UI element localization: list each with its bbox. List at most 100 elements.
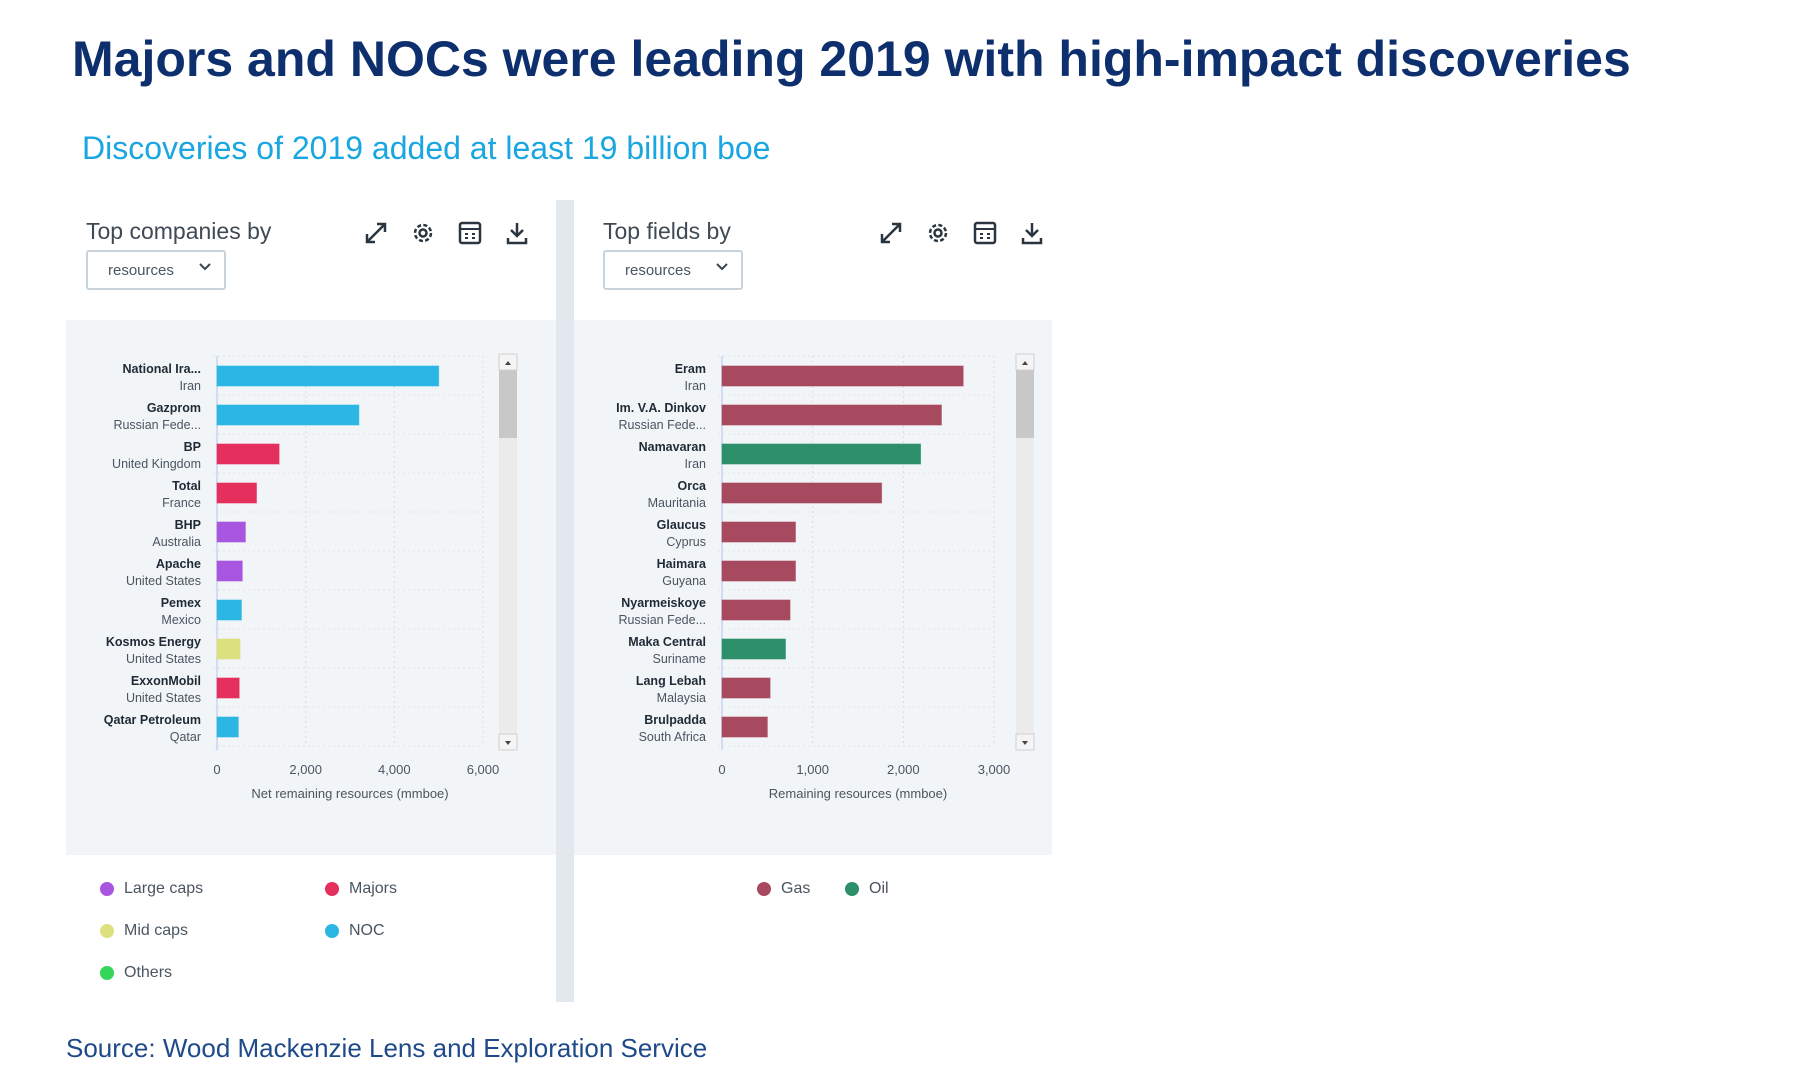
legend-label: Others	[124, 964, 173, 981]
category-sublabel: Qatar	[170, 730, 201, 744]
category-sublabel: Cyprus	[666, 535, 706, 549]
chevron-down-icon	[716, 263, 728, 271]
category-label: Glaucus	[657, 518, 706, 532]
legend-dot	[100, 966, 114, 980]
category-label: BP	[184, 440, 201, 454]
legend-label: Large caps	[124, 880, 204, 897]
dropdown-value: resources	[108, 262, 174, 279]
bar	[721, 560, 796, 582]
legend-item-noc[interactable]: NOC	[325, 922, 385, 940]
category-sublabel: Iran	[684, 457, 706, 471]
legend-dot	[100, 924, 114, 938]
legend-item-others[interactable]: Others	[100, 964, 172, 982]
fields-panel-title: Top fields by	[603, 218, 731, 244]
scroll-up-icon	[505, 361, 511, 365]
gear-icon[interactable]	[409, 219, 437, 247]
expand-icon[interactable]	[362, 219, 390, 247]
category-sublabel: Russian Fede...	[618, 418, 706, 432]
category-label: Total	[172, 479, 201, 493]
bar	[721, 365, 964, 387]
legend-label: Majors	[349, 880, 398, 897]
download-icon[interactable]	[503, 219, 531, 247]
legend-dot	[325, 924, 339, 938]
x-tick-label: 0	[718, 762, 725, 777]
bar	[721, 599, 791, 621]
x-tick-label: 1,000	[796, 762, 829, 777]
legend-dot	[757, 882, 771, 896]
table-icon[interactable]	[971, 219, 999, 247]
x-axis-title: Remaining resources (mmboe)	[769, 786, 947, 801]
source-note: Source: Wood Mackenzie Lens and Explorat…	[66, 1033, 708, 1063]
bar	[216, 404, 360, 426]
chevron-down-icon	[199, 263, 211, 271]
bar	[721, 521, 796, 543]
fields-chart-area: 0 1,000 2,000 3,000 Remaining resources (mmb…	[574, 320, 1052, 855]
category-label: Haimara	[657, 557, 707, 571]
category-sublabel: France	[162, 496, 201, 510]
category-sublabel: United States	[126, 574, 201, 588]
category-label: Apache	[156, 557, 201, 571]
fields-metric-dropdown[interactable]: resources	[603, 250, 743, 290]
bar	[721, 716, 768, 738]
category-label: BHP	[175, 518, 201, 532]
category-label: Gazprom	[147, 401, 201, 415]
category-sublabel: Mauritania	[648, 496, 706, 510]
scroll-down-icon	[505, 741, 511, 745]
page-subtitle: Discoveries of 2019 added at least 19 bi…	[82, 130, 771, 166]
x-tick-label: 2,000	[887, 762, 920, 777]
category-label: Lang Lebah	[636, 674, 706, 688]
category-label: Im. V.A. Dinkov	[616, 401, 706, 415]
category-label: Maka Central	[628, 635, 706, 649]
bar	[216, 365, 440, 387]
scroll-up-icon	[1022, 361, 1028, 365]
x-tick-label: 3,000	[978, 762, 1011, 777]
bar	[216, 560, 243, 582]
gear-icon[interactable]	[924, 219, 952, 247]
bar	[721, 482, 883, 504]
companies-bar-chart: 0 2,000 4,000 6,000 Net remaining resources …	[104, 353, 518, 801]
category-sublabel: Guyana	[662, 574, 706, 588]
x-axis-title: Net remaining resources (mmboe)	[251, 786, 448, 801]
fields-bar-chart: 0 1,000 2,000 3,000 Remaining resources (mmb…	[616, 353, 1035, 801]
legend-label: Gas	[781, 880, 811, 897]
scrollbar-thumb	[1016, 354, 1034, 438]
legend-item-oil[interactable]: Oil	[845, 880, 889, 898]
category-sublabel: United States	[126, 691, 201, 705]
bar	[216, 443, 280, 465]
x-tick-label: 4,000	[378, 762, 411, 777]
expand-icon[interactable]	[877, 219, 905, 247]
legend-label: NOC	[349, 922, 385, 939]
scrollbar-track	[1016, 354, 1034, 748]
bar	[721, 638, 786, 660]
bar	[216, 521, 246, 543]
bar	[216, 638, 241, 660]
companies-metric-dropdown[interactable]: resources	[86, 250, 226, 290]
bar	[721, 677, 771, 699]
scroll-down-icon	[1022, 741, 1028, 745]
legend-item-gas[interactable]: Gas	[757, 880, 810, 898]
scrollbar-thumb	[499, 354, 517, 438]
bar	[721, 443, 922, 465]
category-label: Eram	[675, 362, 706, 376]
download-icon[interactable]	[1018, 219, 1046, 247]
legend-dot	[845, 882, 859, 896]
category-sublabel: Russian Fede...	[618, 613, 706, 627]
companies-chart-area: 0 2,000 4,000 6,000 Net remaining resources …	[66, 320, 556, 855]
category-sublabel: Australia	[152, 535, 201, 549]
legend-item-majors[interactable]: Majors	[325, 880, 397, 898]
panel-divider	[556, 200, 574, 1002]
legend-dot	[100, 882, 114, 896]
x-tick-label: 6,000	[467, 762, 500, 777]
table-icon[interactable]	[456, 219, 484, 247]
category-sublabel: Iran	[684, 379, 706, 393]
category-sublabel: Suriname	[653, 652, 707, 666]
category-label: Nyarmeiskoye	[621, 596, 706, 610]
legend-item-large-caps[interactable]: Large caps	[100, 880, 203, 898]
category-label: Brulpadda	[644, 713, 707, 727]
legend-dot	[325, 882, 339, 896]
scrollbar-track	[499, 354, 517, 748]
page-title: Majors and NOCs were leading 2019 with h…	[72, 31, 1631, 87]
legend-item-mid-caps[interactable]: Mid caps	[100, 922, 188, 940]
category-label: Namavaran	[639, 440, 706, 454]
x-tick-label: 0	[213, 762, 220, 777]
